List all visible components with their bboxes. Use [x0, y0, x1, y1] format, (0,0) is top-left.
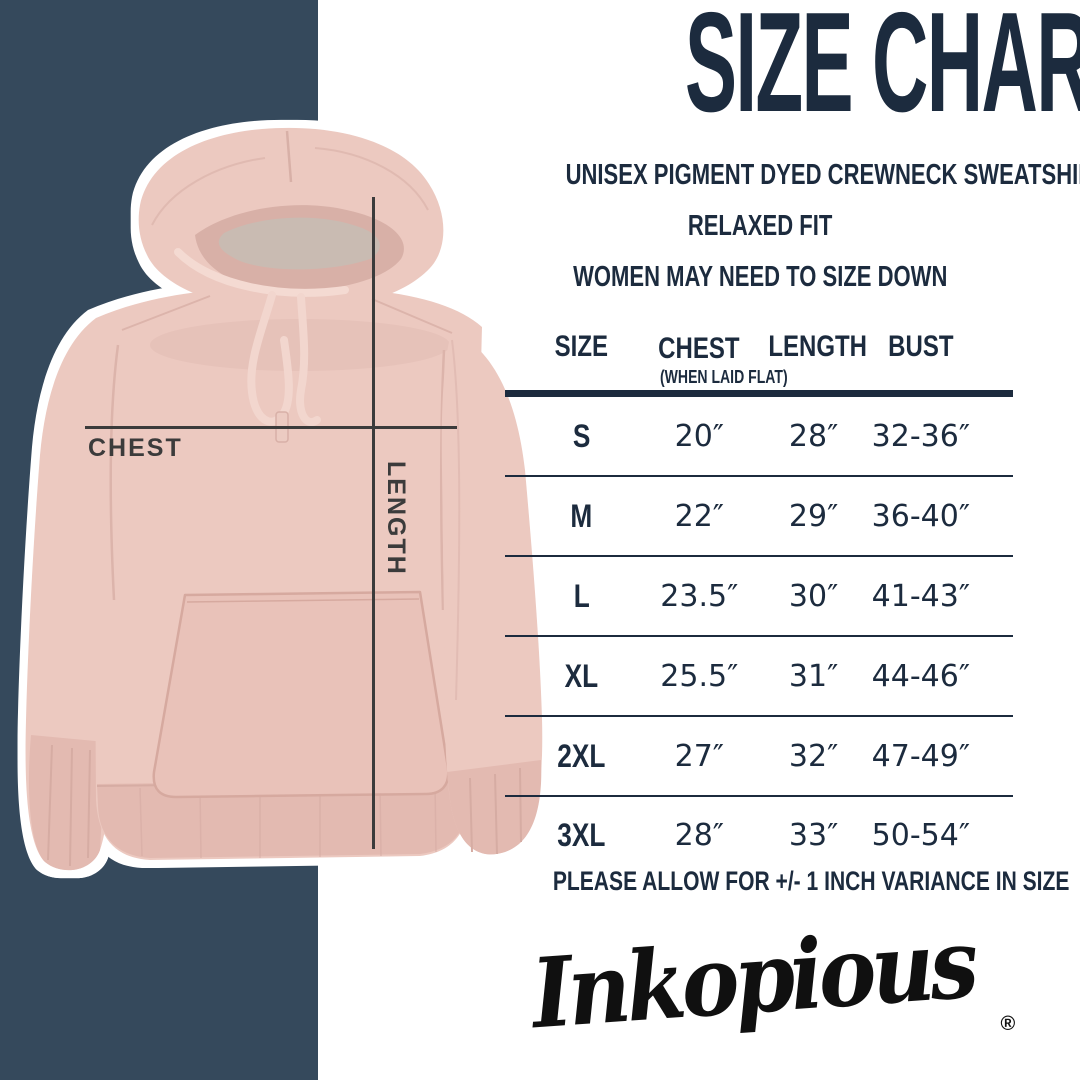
- column-header-bust: BUST: [888, 330, 954, 363]
- column-header-chest-note: (WHEN LAID FLAT): [660, 367, 788, 387]
- length-measure-label: LENGTH: [382, 461, 410, 576]
- table-row-m: M 22″ 29″ 36-40″: [505, 477, 1013, 557]
- column-header-length: LENGTH: [768, 330, 868, 363]
- hem-band: [97, 779, 469, 858]
- page-title: SIZE CHART: [684, 0, 1080, 142]
- table-row-s: S 20″ 28″ 32-36″: [505, 397, 1013, 477]
- size-table: SIZE CHEST (WHEN LAID FLAT) LENGTH BUST …: [505, 316, 1013, 873]
- subtitle-sizing-advice: WOMEN MAY NEED TO SIZE DOWN: [572, 261, 948, 293]
- content-pane: SIZE CHART UNISEX PIGMENT DYED CREWNECK …: [500, 0, 1080, 1080]
- table-row-xl: XL 25.5″ 31″ 44-46″: [505, 637, 1013, 717]
- subtitle-product: UNISEX PIGMENT DYED CREWNECK SWEATSHIRT: [565, 159, 1080, 191]
- registered-trademark-icon: ®: [1000, 1013, 1016, 1035]
- hoodie-product-photo: [25, 127, 543, 871]
- right-sleeve: [441, 330, 543, 855]
- chest-measure-label: CHEST: [88, 434, 183, 462]
- drawstring-left: [247, 291, 293, 426]
- drawstring-right: [296, 293, 321, 426]
- pocket: [152, 590, 450, 799]
- brand-logo-text: Inkopious: [527, 906, 978, 1051]
- length-measure-line: [372, 197, 375, 849]
- left-cuff: [28, 735, 106, 871]
- table-row-2xl: 2XL 27″ 32″ 47-49″: [505, 717, 1013, 797]
- column-header-chest: CHEST (WHEN LAID FLAT): [642, 332, 788, 390]
- table-row-l: L 23.5″ 30″ 41-43″: [505, 557, 1013, 637]
- hood-fleece-lining: [218, 217, 380, 270]
- variance-footnote: PLEASE ALLOW FOR +/- 1 INCH VARIANCE IN …: [552, 866, 1070, 896]
- size-table-header: SIZE CHEST (WHEN LAID FLAT) LENGTH BUST: [505, 316, 1013, 397]
- table-row-3xl: 3XL 28″ 33″ 50-54″: [557, 816, 971, 853]
- column-header-size: SIZE: [554, 330, 609, 363]
- chest-measure-line: [85, 426, 457, 429]
- brand-logo: Inkopious ®: [500, 907, 1020, 1051]
- subtitle-fit: RELAXED FIT: [687, 210, 833, 242]
